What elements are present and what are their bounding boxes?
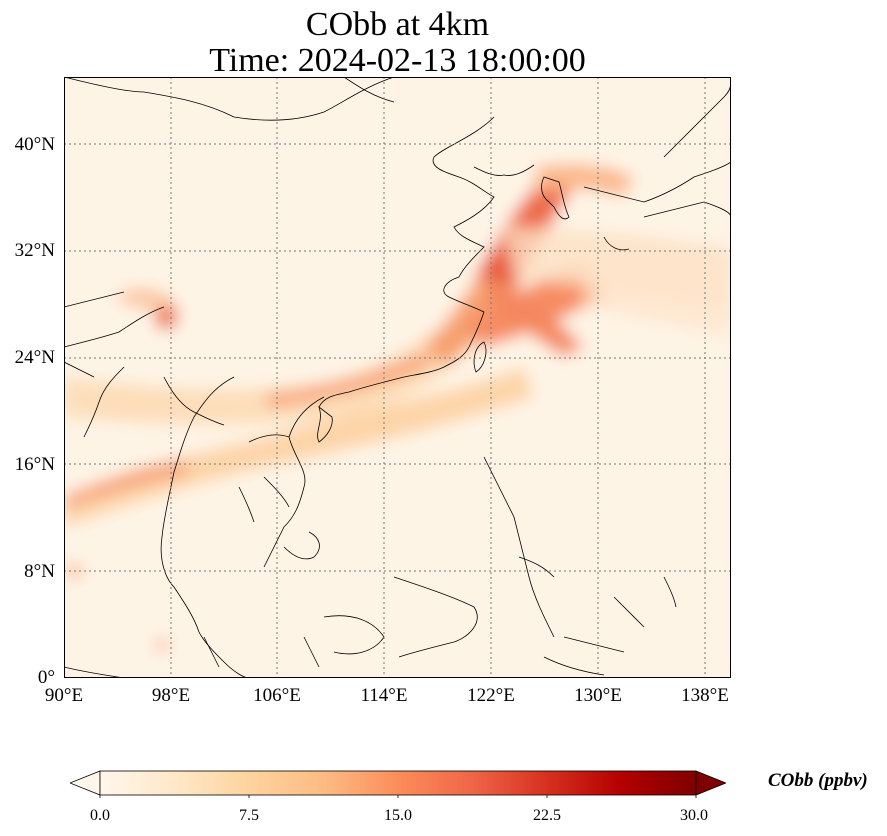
colorbar-gradient [99,770,697,796]
y-tick-label: 40°N [14,134,55,155]
colorbar-extend-min [70,770,101,796]
map-panel[interactable] [64,77,731,678]
y-tick-label: 0° [37,667,55,688]
colorbar-extend-max [695,770,726,796]
y-tick-label: 24°N [14,347,55,368]
x-tick-label: 98°E [151,685,191,706]
title-line-2: Time: 2024-02-13 18:00:00 [209,42,586,79]
concentration-field [64,77,731,678]
colorbar-tick-label: 30.0 [680,807,708,824]
colorbar-tick-label: 15.0 [384,807,412,824]
y-tick-label: 16°N [14,454,55,475]
map-frame [64,77,731,678]
gridlines [64,77,731,678]
coastlines [64,77,731,678]
colorbar-tick-label: 0.0 [90,807,110,824]
title-line-1: CObb at 4km [305,6,490,43]
y-tick-label: 8°N [24,561,55,582]
x-tick-label: 130°E [574,685,622,706]
y-tick-label: 32°N [14,240,55,261]
x-tick-label: 122°E [467,685,515,706]
colorbar [70,770,726,798]
colorbar-label: CObb (ppbv) [768,770,868,791]
x-tick-label: 90°E [44,685,84,706]
x-tick-label: 138°E [681,685,729,706]
x-tick-label: 114°E [360,685,408,706]
x-tick-label: 106°E [253,685,301,706]
colorbar-tick-label: 22.5 [533,807,561,824]
colorbar-tick-label: 7.5 [239,807,259,824]
